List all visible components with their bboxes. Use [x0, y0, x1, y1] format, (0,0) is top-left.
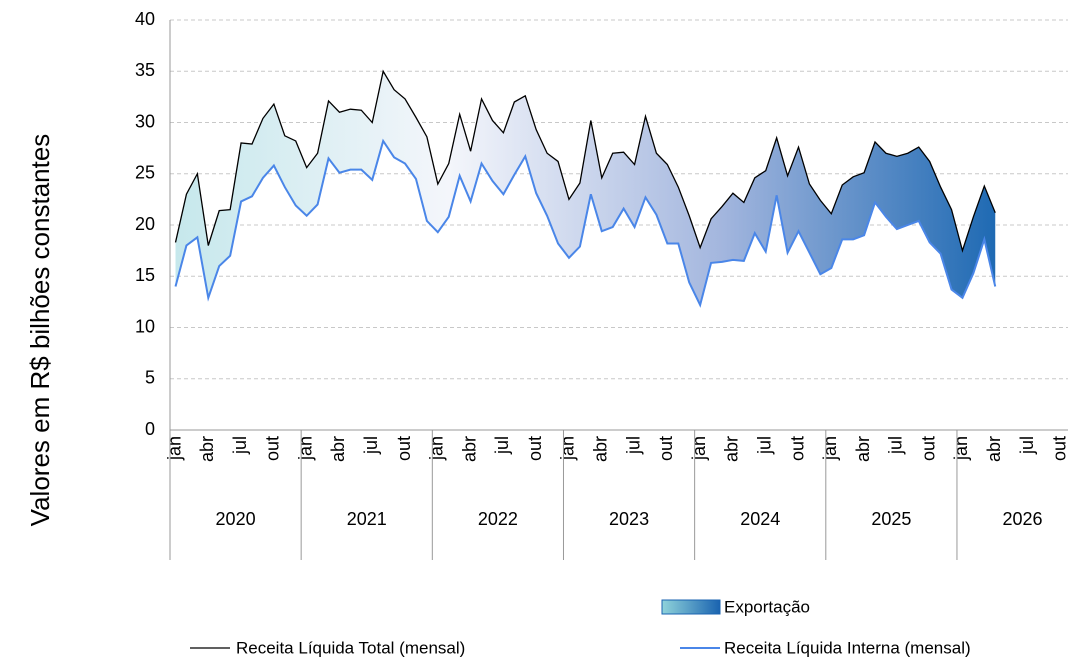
year-label: 2025	[871, 509, 911, 529]
legend-label: Receita Líquida Total (mensal)	[236, 638, 465, 657]
x-tick-label: jan	[427, 436, 447, 461]
legend-label: Exportação	[724, 597, 810, 616]
y-axis-label: Valores em R$ bilhões constantes	[25, 134, 55, 527]
x-tick-label: abr	[984, 436, 1004, 462]
x-tick-label: jul	[886, 436, 906, 455]
x-tick-label: jul	[623, 436, 643, 455]
year-label: 2024	[740, 509, 780, 529]
y-tick-label: 20	[135, 214, 155, 234]
y-tick-label: 0	[145, 419, 155, 439]
x-tick-label: out	[394, 436, 414, 461]
y-tick-label: 30	[135, 111, 155, 131]
year-label: 2023	[609, 509, 649, 529]
legend-swatch	[661, 599, 721, 615]
year-label: 2020	[216, 509, 256, 529]
y-tick-label: 40	[135, 9, 155, 29]
y-tick-label: 5	[145, 368, 155, 388]
x-tick-label: jan	[820, 436, 840, 461]
x-tick-label: abr	[722, 436, 742, 462]
x-tick-label: out	[263, 436, 283, 461]
series-line	[174, 69, 996, 253]
x-tick-label: jul	[230, 436, 250, 455]
y-tick-label: 25	[135, 163, 155, 183]
x-tick-label: out	[656, 436, 676, 461]
x-tick-label: out	[525, 436, 545, 461]
year-label: 2021	[347, 509, 387, 529]
y-tick-label: 35	[135, 60, 155, 80]
year-label: 2026	[1003, 509, 1043, 529]
x-tick-label: abr	[459, 436, 479, 462]
x-tick-label: jul	[754, 436, 774, 455]
x-tick-label: jul	[1017, 436, 1037, 455]
legend-label: Receita Líquida Interna (mensal)	[724, 638, 971, 657]
x-tick-label: jan	[558, 436, 578, 461]
export-area	[175, 71, 996, 305]
x-tick-label: out	[787, 436, 807, 461]
x-tick-label: jan	[295, 436, 315, 461]
x-tick-label: abr	[328, 436, 348, 462]
x-tick-label: jul	[492, 436, 512, 455]
y-tick-label: 10	[135, 316, 155, 336]
x-tick-label: abr	[853, 436, 873, 462]
year-label: 2022	[478, 509, 518, 529]
x-tick-label: abr	[197, 436, 217, 462]
x-tick-label: jul	[361, 436, 381, 455]
x-tick-label: jan	[164, 436, 184, 461]
series-line	[174, 138, 997, 308]
x-tick-label: jan	[689, 436, 709, 461]
x-tick-label: abr	[591, 436, 611, 462]
x-tick-label: jan	[951, 436, 971, 461]
x-tick-label: out	[1050, 436, 1068, 461]
x-tick-label: out	[918, 436, 938, 461]
y-tick-label: 15	[135, 265, 155, 285]
